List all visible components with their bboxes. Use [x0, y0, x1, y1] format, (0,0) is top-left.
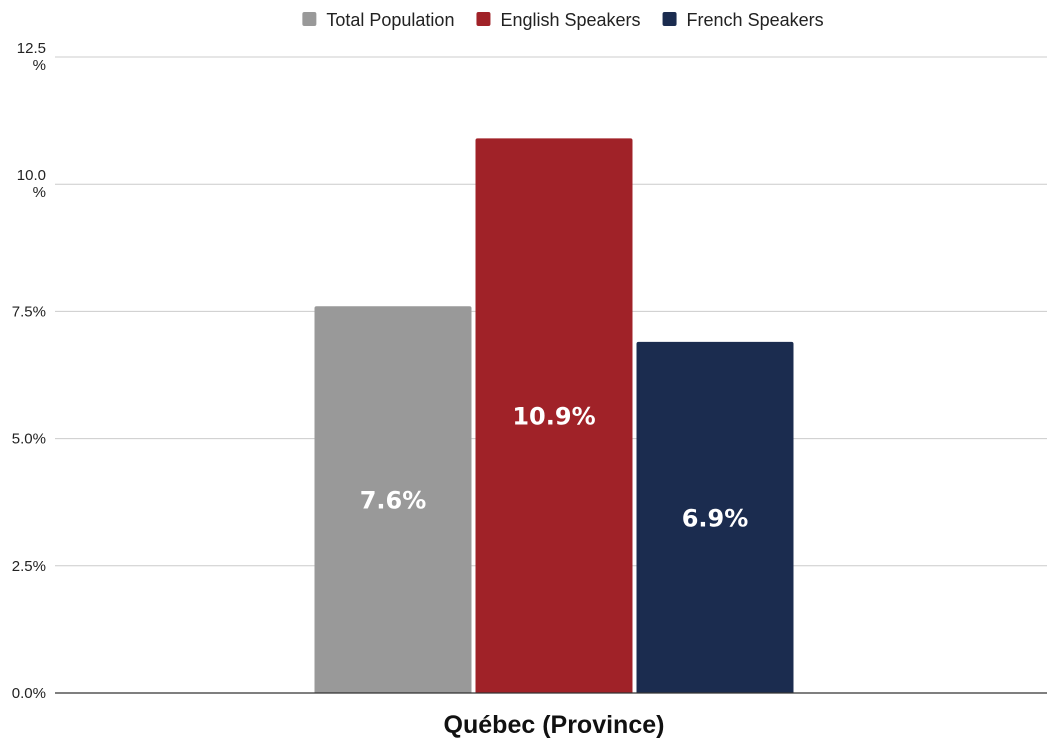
legend-label: Total Population: [326, 10, 454, 30]
legend-swatch: [302, 12, 317, 26]
y-tick-label: 12.5%: [17, 40, 46, 74]
bar-french-speakers: [636, 341, 794, 693]
x-category-label: Québec (Province): [444, 711, 665, 739]
bar-total-population: [314, 306, 472, 693]
bar-english-speakers: [475, 138, 633, 693]
bar-data-label: 10.9%: [512, 403, 595, 431]
legend: Total Population English Speakers French S…: [302, 10, 824, 30]
bar-data-labels: 7.6% 10.9% 6.9%: [360, 403, 749, 533]
y-tick-label: 10.0%: [17, 167, 46, 201]
bars: [314, 138, 794, 693]
bar-data-label: 6.9%: [682, 504, 749, 532]
legend-label: English Speakers: [500, 10, 640, 30]
bar-data-label: 7.6%: [360, 487, 427, 515]
y-tick-label: 7.5%: [12, 303, 46, 320]
y-tick-label: 0.0%: [12, 685, 46, 702]
y-tick-label: 2.5%: [12, 558, 46, 575]
y-tick-label: 5.0%: [12, 431, 46, 448]
y-axis-ticks: 0.0% 2.5% 5.0% 7.5% 10.0 % 12.5%: [12, 40, 46, 702]
legend-swatch: [476, 12, 491, 26]
legend-swatch: [662, 12, 677, 26]
x-axis-categories: Québec (Province): [444, 711, 665, 739]
legend-label: French Speakers: [687, 10, 824, 30]
